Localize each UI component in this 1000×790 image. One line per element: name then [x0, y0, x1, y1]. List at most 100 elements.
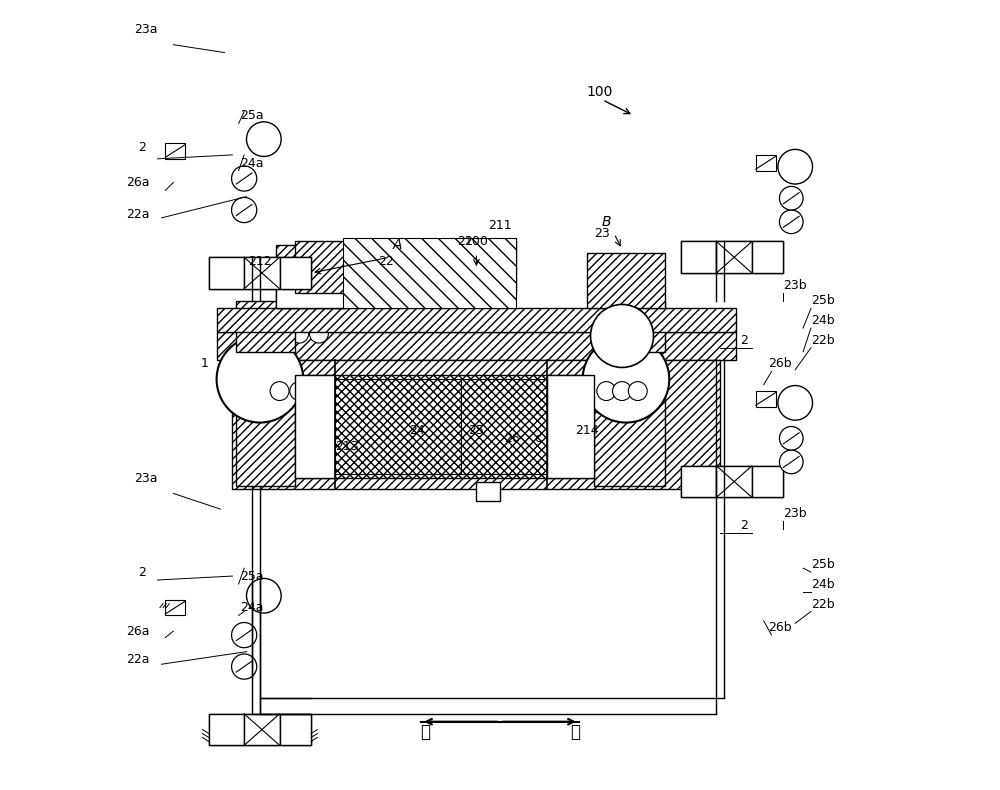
Text: 22b: 22b — [811, 334, 835, 347]
Text: 24a: 24a — [240, 156, 264, 170]
Bar — [295, 242, 516, 292]
Text: 左: 左 — [420, 724, 430, 742]
Text: 24b: 24b — [811, 314, 835, 327]
Text: 25b: 25b — [811, 295, 835, 307]
Text: 2: 2 — [740, 519, 748, 532]
Bar — [681, 466, 783, 498]
Circle shape — [597, 382, 616, 401]
Text: 22b: 22b — [811, 597, 835, 611]
Text: 26b: 26b — [768, 357, 791, 371]
Bar — [209, 258, 244, 288]
Text: 214: 214 — [575, 424, 598, 437]
Text: 23a: 23a — [134, 23, 157, 36]
Bar — [752, 242, 783, 273]
Bar — [716, 242, 752, 273]
Circle shape — [232, 198, 257, 223]
Bar — [209, 714, 311, 745]
Bar — [276, 277, 346, 308]
Bar — [547, 375, 594, 478]
Text: 23a: 23a — [134, 472, 157, 484]
Circle shape — [232, 654, 257, 679]
Text: 25a: 25a — [240, 110, 264, 122]
Circle shape — [232, 166, 257, 191]
Bar — [209, 258, 311, 288]
Text: c: c — [534, 432, 541, 445]
Circle shape — [778, 149, 813, 184]
Bar — [587, 254, 665, 308]
Bar — [217, 332, 736, 359]
Circle shape — [583, 336, 669, 423]
Text: 26: 26 — [504, 432, 520, 445]
Circle shape — [232, 623, 257, 648]
Bar — [756, 391, 776, 407]
Text: 25a: 25a — [240, 570, 264, 583]
Text: 22a: 22a — [126, 208, 150, 221]
Text: 25b: 25b — [811, 559, 835, 571]
Text: 26a: 26a — [126, 625, 150, 638]
Text: 24a: 24a — [240, 601, 264, 615]
Text: 2: 2 — [138, 566, 146, 579]
Polygon shape — [260, 131, 272, 147]
Circle shape — [613, 382, 631, 401]
Bar — [165, 600, 185, 615]
Circle shape — [778, 386, 813, 420]
Bar — [335, 379, 461, 474]
Circle shape — [779, 186, 803, 210]
Text: A: A — [393, 239, 402, 252]
Text: 26b: 26b — [768, 621, 791, 634]
Bar — [276, 246, 346, 308]
Text: 1: 1 — [201, 357, 209, 370]
Circle shape — [779, 427, 803, 450]
Circle shape — [270, 324, 289, 343]
Circle shape — [779, 450, 803, 474]
Text: 212: 212 — [248, 254, 272, 268]
Text: 23b: 23b — [783, 507, 807, 520]
Bar — [236, 300, 295, 352]
Text: 23b: 23b — [783, 279, 807, 292]
Text: 2: 2 — [740, 334, 748, 347]
Text: 211: 211 — [488, 220, 512, 232]
Bar — [165, 143, 185, 159]
Circle shape — [247, 578, 281, 613]
Bar — [461, 379, 547, 474]
Bar — [681, 242, 716, 273]
Bar — [280, 714, 311, 745]
Circle shape — [217, 336, 303, 423]
Text: 2: 2 — [138, 141, 146, 154]
Bar — [716, 466, 752, 498]
Text: 22a: 22a — [126, 653, 150, 666]
Circle shape — [247, 122, 281, 156]
Bar — [594, 363, 665, 486]
Text: 21: 21 — [457, 235, 472, 248]
Text: 24b: 24b — [811, 577, 835, 591]
Bar — [681, 466, 716, 498]
Polygon shape — [791, 159, 803, 175]
Text: 100: 100 — [587, 85, 613, 99]
Text: 25: 25 — [468, 424, 484, 437]
Circle shape — [290, 324, 309, 343]
Bar — [752, 466, 783, 498]
Bar — [295, 375, 335, 478]
Bar — [232, 359, 720, 490]
Circle shape — [309, 324, 328, 343]
Text: 213: 213 — [335, 440, 358, 453]
Bar — [209, 714, 244, 745]
Bar — [681, 242, 783, 273]
Text: 24: 24 — [409, 424, 425, 437]
Bar — [236, 363, 295, 486]
Circle shape — [591, 304, 654, 367]
Circle shape — [309, 382, 328, 401]
Circle shape — [779, 210, 803, 234]
Text: B: B — [602, 215, 611, 229]
Bar — [476, 482, 500, 502]
Polygon shape — [260, 588, 272, 604]
Bar — [280, 258, 311, 288]
Bar — [244, 258, 280, 288]
Text: 右: 右 — [570, 724, 580, 742]
Bar — [343, 238, 516, 308]
Bar — [594, 300, 665, 352]
Bar — [756, 155, 776, 171]
Text: 26a: 26a — [126, 176, 150, 190]
Circle shape — [628, 382, 647, 401]
Bar — [295, 375, 657, 478]
